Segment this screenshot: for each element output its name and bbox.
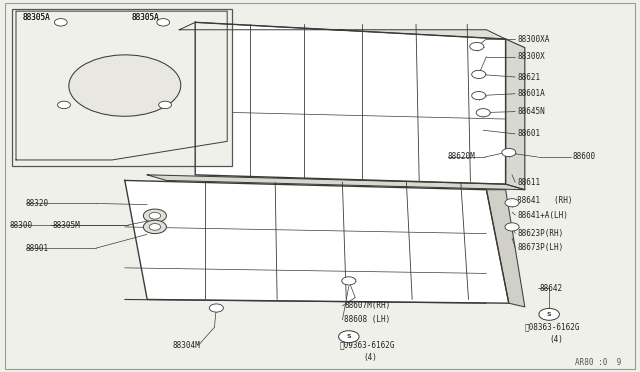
Text: 88305A: 88305A [22, 13, 50, 22]
Text: 88601A: 88601A [517, 89, 545, 98]
Text: 88641   (RH): 88641 (RH) [517, 196, 573, 205]
Circle shape [472, 92, 486, 100]
Circle shape [143, 209, 166, 222]
Circle shape [159, 101, 172, 109]
Polygon shape [125, 180, 509, 303]
Circle shape [476, 109, 490, 117]
Text: 88645N: 88645N [517, 107, 545, 116]
Text: Ⓝ09363-6162G: Ⓝ09363-6162G [339, 341, 395, 350]
Text: S: S [547, 312, 552, 317]
Text: 88300XA: 88300XA [517, 35, 550, 44]
Circle shape [342, 277, 356, 285]
Text: 88304M: 88304M [173, 341, 200, 350]
Text: 88305M: 88305M [52, 221, 80, 230]
Circle shape [339, 331, 359, 343]
Circle shape [209, 304, 223, 312]
Text: 88611: 88611 [517, 178, 540, 187]
Text: 88320: 88320 [26, 199, 49, 208]
Text: Ⓝ08363-6162G: Ⓝ08363-6162G [525, 322, 580, 331]
Circle shape [502, 148, 516, 157]
Text: 88621: 88621 [517, 73, 540, 81]
Text: 88601: 88601 [517, 129, 540, 138]
Text: 88305A: 88305A [131, 13, 159, 22]
Text: 88642: 88642 [540, 284, 563, 293]
Polygon shape [179, 22, 506, 39]
Circle shape [472, 70, 486, 78]
Text: 88600: 88600 [573, 153, 596, 161]
Polygon shape [16, 11, 227, 160]
Text: 88305A: 88305A [22, 13, 50, 22]
Circle shape [143, 220, 166, 234]
Text: S: S [346, 334, 351, 339]
Text: 88300: 88300 [10, 221, 33, 230]
Polygon shape [506, 39, 525, 190]
Circle shape [54, 19, 67, 26]
Text: (4): (4) [363, 353, 377, 362]
Polygon shape [147, 175, 525, 190]
Text: 88901: 88901 [26, 244, 49, 253]
Text: 88300X: 88300X [517, 52, 545, 61]
Text: 88608 (LH): 88608 (LH) [344, 315, 390, 324]
Text: 88673P(LH): 88673P(LH) [517, 243, 563, 252]
Circle shape [470, 42, 484, 51]
Text: (4): (4) [549, 335, 563, 344]
Circle shape [157, 19, 170, 26]
Circle shape [505, 199, 519, 207]
Bar [12, 9, 232, 166]
Circle shape [149, 224, 161, 230]
Polygon shape [195, 22, 506, 184]
Circle shape [58, 101, 70, 109]
Text: 88623P(RH): 88623P(RH) [517, 229, 563, 238]
Polygon shape [486, 190, 525, 307]
Text: 88641+A(LH): 88641+A(LH) [517, 211, 568, 219]
Circle shape [149, 212, 161, 219]
Text: AR80 :0  9: AR80 :0 9 [575, 358, 621, 367]
Text: 88607M(RH): 88607M(RH) [344, 301, 390, 310]
Text: 88305A: 88305A [131, 13, 159, 22]
Circle shape [539, 308, 559, 320]
Text: 88620M: 88620M [448, 153, 476, 161]
Ellipse shape [69, 55, 180, 116]
Circle shape [505, 223, 519, 231]
